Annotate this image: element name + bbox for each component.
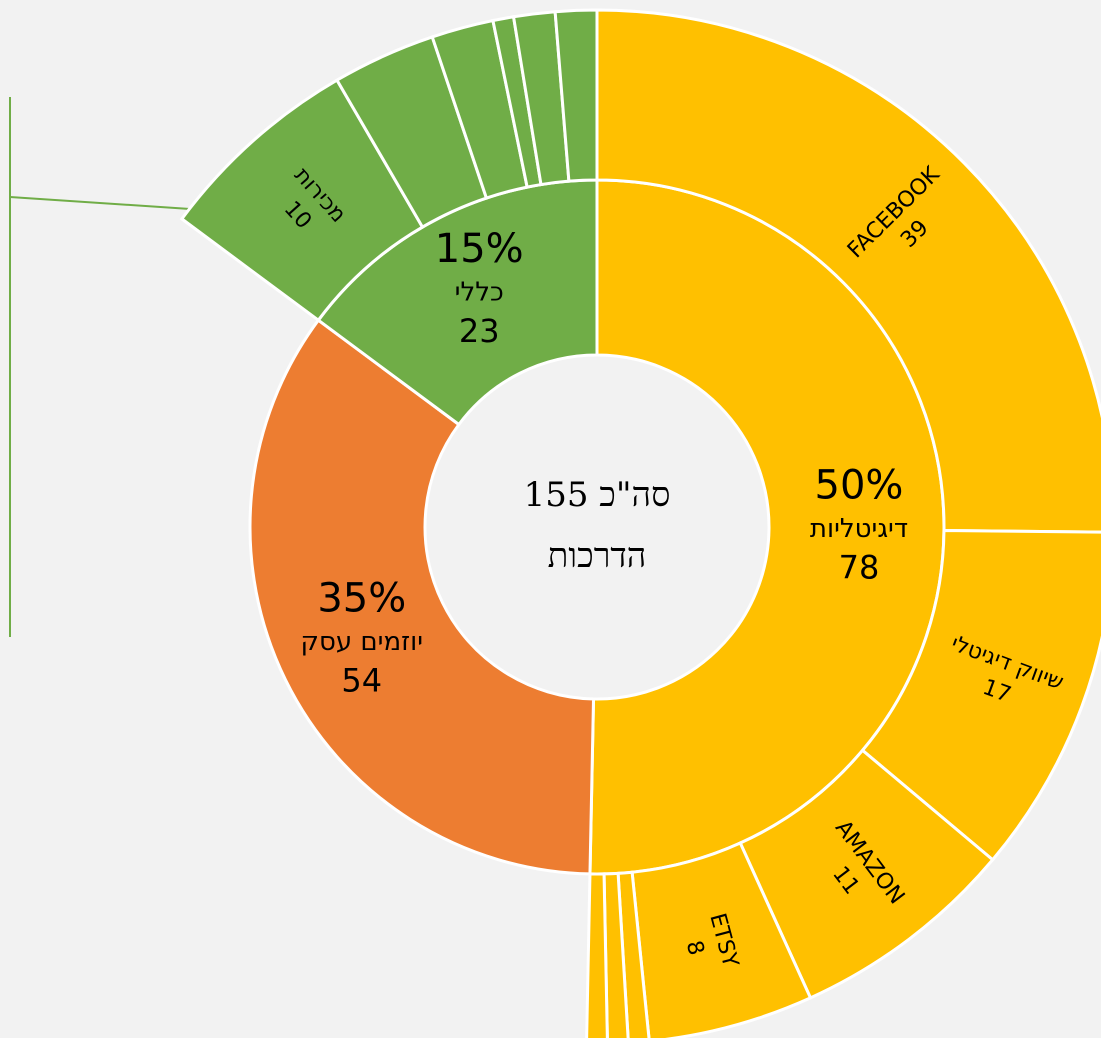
percent-label: 15% bbox=[435, 226, 524, 272]
percent-label: 50% bbox=[815, 463, 904, 509]
outer-segment bbox=[585, 872, 609, 1038]
value-label: 54 bbox=[341, 661, 382, 699]
inner-label: 35% יוזמים עסק 54 bbox=[301, 575, 423, 699]
value-label: 78 bbox=[839, 549, 880, 587]
leader-line bbox=[9, 196, 206, 211]
value-label: 23 bbox=[459, 312, 500, 350]
inner-segment bbox=[248, 318, 596, 876]
value-label: 8 bbox=[681, 938, 709, 958]
category-label: כללי bbox=[455, 277, 504, 307]
category-label: יוזמים עסק bbox=[301, 627, 423, 657]
percent-label: 35% bbox=[317, 575, 406, 621]
outer-segment bbox=[595, 8, 1101, 534]
inner-label: 50% דיגיטליות 78 bbox=[810, 463, 908, 587]
rings bbox=[179, 8, 1101, 1038]
outer-segment bbox=[553, 8, 599, 183]
inner-label: 15% כללי 23 bbox=[435, 226, 524, 350]
center-label: סה"כ 155 bbox=[524, 475, 671, 515]
category-label: דיגיטליות bbox=[810, 514, 908, 544]
center-label: הדרכות bbox=[548, 536, 647, 576]
